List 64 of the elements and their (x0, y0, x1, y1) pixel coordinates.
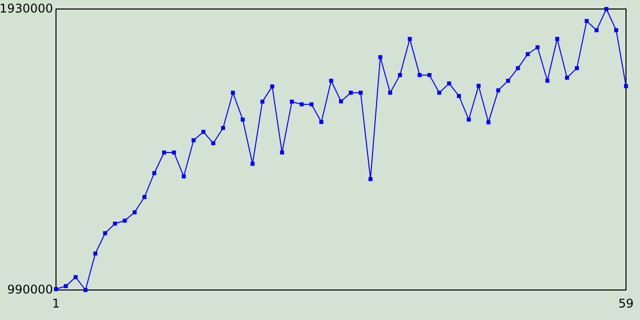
point (83, 288, 88, 292)
point (496, 88, 500, 92)
point (574, 66, 579, 70)
point (132, 210, 137, 214)
point (358, 90, 363, 95)
y-tick-label: 1930000 (0, 1, 53, 16)
point (300, 102, 304, 106)
y-tick-label: 990000 (7, 282, 53, 296)
point (388, 90, 392, 95)
point (230, 90, 235, 95)
point (310, 102, 314, 106)
point (408, 36, 412, 41)
point (240, 118, 245, 122)
point (152, 171, 156, 176)
point (447, 81, 452, 86)
point (103, 231, 108, 236)
point (192, 138, 196, 142)
point (112, 222, 117, 226)
point (290, 100, 294, 104)
point (270, 84, 274, 88)
point (339, 99, 343, 104)
x-tick-label: 1 (52, 296, 60, 310)
point (319, 120, 324, 124)
point (437, 90, 442, 95)
point (221, 126, 226, 130)
point (555, 36, 560, 41)
point (624, 84, 628, 88)
point (64, 284, 68, 288)
point (142, 195, 146, 200)
point (329, 78, 334, 83)
x-tick-label: 59 (618, 296, 634, 310)
point (418, 73, 422, 78)
line-series (54, 7, 628, 292)
point (54, 287, 58, 292)
point (604, 7, 608, 11)
point (486, 120, 490, 124)
point (182, 174, 186, 178)
point (172, 150, 176, 154)
point (250, 162, 255, 166)
point (162, 150, 166, 154)
point (516, 66, 520, 70)
point (584, 18, 589, 23)
point (536, 45, 540, 50)
point (122, 218, 127, 223)
point (368, 177, 372, 182)
point (201, 130, 206, 134)
point (506, 78, 510, 83)
point (545, 78, 550, 83)
point (466, 118, 471, 122)
point (456, 94, 461, 98)
point (614, 28, 618, 32)
point (594, 28, 599, 32)
point (565, 76, 570, 80)
point (74, 275, 78, 280)
point (427, 73, 432, 78)
point (378, 55, 382, 60)
point (93, 252, 98, 256)
point (260, 100, 264, 104)
point (348, 90, 353, 95)
point (526, 52, 530, 56)
point (280, 150, 284, 154)
point (211, 141, 216, 146)
point (476, 84, 481, 88)
point (398, 73, 402, 78)
